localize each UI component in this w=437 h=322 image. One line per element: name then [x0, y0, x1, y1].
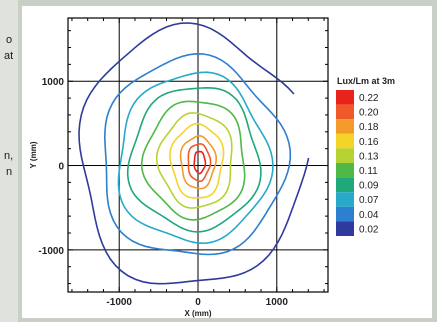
legend-label: 0.02	[359, 224, 379, 235]
contour-line	[103, 52, 292, 256]
legend: Lux/Lm at 3m 0.22 0.20 0.18 0.16 0.13 0.11 0.09…	[336, 76, 395, 236]
legend-swatch	[336, 104, 354, 120]
contour-chart-figure: -1000 0 1000 1000 0 -1000 X (mm) Y (mm) Lux/Lm …	[22, 6, 432, 318]
contour-line	[193, 150, 207, 175]
contour-line	[78, 22, 310, 285]
legend-title: Lux/Lm at 3m	[337, 76, 395, 86]
legend-swatch	[336, 90, 354, 105]
legend-label: 0.22	[359, 93, 379, 104]
legend-label: 0.16	[359, 137, 379, 148]
contour-chart: -1000 0 1000 1000 0 -1000 X (mm) Y (mm) Lux/Lm …	[29, 17, 395, 318]
y-tick-label: -1000	[38, 246, 64, 257]
contour-line	[126, 86, 262, 233]
legend-swatch	[336, 163, 354, 178]
contour-line	[187, 143, 212, 183]
legend-label: 0.04	[359, 210, 379, 221]
contour-line	[155, 112, 233, 209]
axes: -1000 0 1000 1000 0 -1000 X (mm) Y (mm)	[29, 18, 328, 318]
x-axis-title: X (mm)	[184, 309, 211, 318]
y-tick-label: 1000	[42, 77, 65, 88]
contour-line	[117, 71, 274, 245]
x-tick-label: 0	[195, 297, 201, 308]
legend-swatch	[336, 133, 354, 149]
y-tick-label: 0	[58, 162, 64, 173]
legend-label: 0.13	[359, 151, 379, 162]
legend-label: 0.09	[359, 181, 379, 192]
article-text-fragment: o	[6, 34, 13, 46]
article-text-fragment: at	[4, 50, 14, 62]
x-tick-label: 1000	[266, 297, 289, 308]
legend-swatch	[336, 192, 354, 207]
legend-label: 0.18	[359, 122, 379, 133]
contour-line	[140, 100, 246, 221]
y-axis-title: Y (mm)	[29, 141, 38, 168]
article-text-fragment: n,	[4, 150, 14, 162]
contour-line	[179, 135, 217, 190]
legend-label: 0.07	[359, 195, 379, 206]
plot-area	[67, 17, 329, 293]
x-tick-label: -1000	[106, 297, 132, 308]
legend-swatch	[336, 119, 354, 134]
article-text-strip: o at n, n	[0, 0, 18, 322]
legend-label: 0.11	[359, 166, 378, 177]
contour-lines	[78, 22, 310, 285]
legend-swatch	[336, 177, 354, 193]
contour-line	[169, 122, 225, 199]
legend-swatch	[336, 221, 354, 236]
legend-swatch	[336, 148, 354, 163]
legend-swatch	[336, 206, 354, 222]
article-text-fragment: n	[6, 166, 13, 178]
legend-label: 0.20	[359, 108, 379, 119]
